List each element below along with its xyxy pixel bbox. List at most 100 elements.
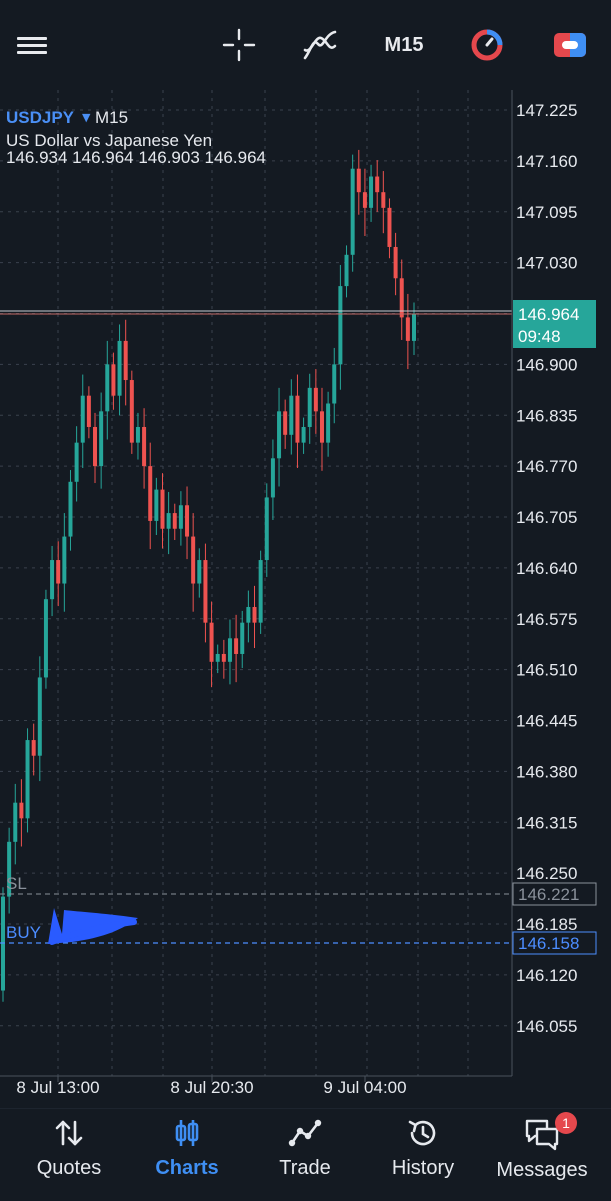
- bull-candle: [240, 622, 245, 654]
- chart-timeframe: M15: [95, 108, 128, 127]
- price-chart[interactable]: 147.225 147.160 147.095 147.030 146.964 146.9…: [0, 90, 611, 1108]
- bear-candle: [129, 380, 134, 443]
- y-tick-label: 147.030: [516, 254, 577, 273]
- nav-trade[interactable]: Trade: [245, 1117, 365, 1180]
- bull-candle: [270, 458, 275, 498]
- y-tick-label: 146.445: [516, 712, 577, 731]
- crosshair-icon: [222, 28, 256, 62]
- menu-icon: [17, 33, 47, 58]
- bear-candle: [148, 466, 153, 521]
- bull-candle: [62, 536, 67, 584]
- one-click-trading-button[interactable]: [548, 22, 592, 68]
- bull-candle: [99, 411, 104, 467]
- bull-candle: [332, 364, 337, 404]
- indicators-button[interactable]: [300, 22, 340, 68]
- bear-candle: [252, 607, 257, 623]
- bull-candle: [412, 314, 416, 341]
- bear-candle: [31, 740, 36, 756]
- nav-quotes-label: Quotes: [36, 1157, 102, 1179]
- bull-candle: [43, 599, 48, 678]
- bull-candle: [135, 426, 140, 443]
- nav-messages-label: Messages: [496, 1159, 588, 1181]
- bull-candle: [277, 411, 282, 459]
- timeframe-selector[interactable]: M15: [384, 33, 424, 56]
- y-tick-label: 146.900: [516, 355, 577, 374]
- chart-symbol[interactable]: USDJPY: [6, 108, 75, 127]
- bear-candle: [381, 192, 386, 208]
- bull-candle: [68, 481, 73, 537]
- y-tick-label: 146.770: [516, 457, 577, 476]
- ohlc-values: 146.934 146.964 146.903 146.964: [6, 148, 266, 167]
- bull-candle: [25, 740, 30, 819]
- bull-candle: [326, 403, 331, 443]
- bear-candle: [160, 489, 165, 529]
- bear-candle: [283, 411, 288, 435]
- sl-price: 146.221: [518, 885, 579, 904]
- bull-candle: [344, 254, 349, 287]
- bull-candle: [74, 442, 79, 482]
- y-tick-label: 147.095: [516, 203, 577, 222]
- bear-candle: [375, 176, 380, 193]
- nav-history-label: History: [391, 1157, 455, 1179]
- bear-candle: [185, 505, 190, 537]
- trade-clock-icon: [471, 29, 503, 61]
- bull-candle: [369, 176, 374, 208]
- buy-price: 146.158: [518, 934, 579, 953]
- messages-unread-badge: 1: [555, 1112, 577, 1134]
- chart-grid: [0, 90, 512, 1076]
- trade-clock-button[interactable]: [466, 22, 508, 68]
- y-tick-label: 146.315: [516, 813, 577, 832]
- quotes-icon: [55, 1120, 83, 1146]
- nav-quotes[interactable]: Quotes: [9, 1117, 129, 1180]
- bull-candle: [246, 607, 251, 623]
- bear-candle: [387, 207, 392, 247]
- x-tick-label: 9 Jul 04:00: [323, 1078, 406, 1097]
- bull-candle: [178, 505, 183, 529]
- bull-candle: [307, 387, 312, 427]
- time-axis: 8 Jul 13:00 8 Jul 20:30 9 Jul 04:00: [16, 1076, 407, 1097]
- nav-trade-label: Trade: [279, 1157, 331, 1179]
- menu-button[interactable]: [14, 22, 50, 68]
- buy-label: BUY: [6, 923, 41, 942]
- bear-candle: [19, 802, 24, 819]
- current-price: 146.964: [518, 305, 579, 324]
- bull-candle: [227, 638, 232, 662]
- nav-charts-label: Charts: [155, 1157, 219, 1179]
- bull-candle: [50, 560, 55, 600]
- redaction-scribble: [48, 908, 138, 945]
- bottom-navigation: Quotes Charts Trade History Mess: [0, 1108, 611, 1201]
- candlestick-series: [1, 149, 416, 1002]
- crosshair-button[interactable]: [220, 22, 258, 68]
- y-tick-label: 147.225: [516, 101, 577, 120]
- bull-candle: [80, 395, 85, 443]
- bull-candle: [117, 340, 122, 396]
- nav-charts[interactable]: Charts: [127, 1117, 247, 1180]
- nav-history[interactable]: History: [363, 1117, 483, 1180]
- bull-candle: [289, 395, 294, 435]
- symbol-dropdown-icon[interactable]: ▼: [82, 111, 91, 124]
- y-tick-label: 146.250: [516, 864, 577, 883]
- bear-candle: [319, 411, 324, 443]
- bear-candle: [313, 387, 318, 412]
- bull-candle: [166, 513, 171, 529]
- bull-candle: [37, 677, 42, 756]
- bear-candle: [191, 536, 196, 584]
- charts-icon: [175, 1120, 199, 1146]
- x-tick-label: 8 Jul 20:30: [170, 1078, 253, 1097]
- nav-messages[interactable]: Messages: [482, 1117, 602, 1182]
- messages-icon: [525, 1119, 559, 1151]
- bull-candle: [197, 560, 202, 584]
- bull-candle: [301, 426, 306, 443]
- bear-candle: [362, 192, 367, 208]
- bull-candle: [338, 286, 343, 365]
- bear-candle: [356, 168, 361, 193]
- bear-candle: [111, 364, 116, 396]
- trade-icon: [288, 1119, 322, 1147]
- top-toolbar: M15: [0, 0, 611, 90]
- bear-candle: [142, 426, 147, 467]
- bull-candle: [215, 653, 220, 662]
- bull-candle: [350, 168, 355, 255]
- bear-candle: [172, 513, 177, 529]
- bear-candle: [295, 395, 300, 443]
- y-tick-label: 146.380: [516, 762, 577, 781]
